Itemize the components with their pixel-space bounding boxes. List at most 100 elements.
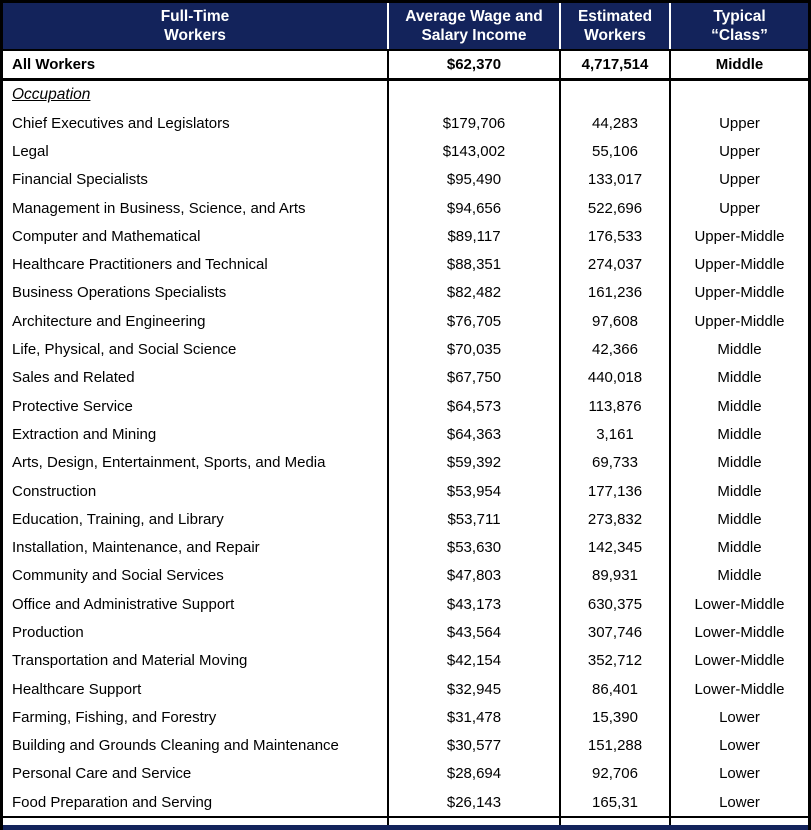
occupation-row: Transportation and Material Moving $42,1…	[3, 646, 808, 675]
all-workers-row: All Workers $62,370 4,717,514 Middle	[3, 50, 808, 81]
class-value: Upper-Middle	[669, 222, 808, 251]
occupation-name: Financial Specialists	[12, 171, 148, 189]
workers-value: 630,375	[559, 590, 670, 619]
workers-value: 133,017	[559, 165, 670, 194]
workers-value: 92,706	[559, 759, 670, 789]
workers-value: 3,161	[559, 420, 670, 449]
workers-value: 440,018	[559, 363, 670, 392]
empty-cell	[387, 816, 560, 826]
wage-value: $31,478	[387, 703, 560, 732]
occupation-name: Legal	[12, 142, 49, 160]
occupation-row: Construction $53,954 177,136 Middle	[3, 476, 808, 506]
wage-value: $43,173	[387, 590, 560, 619]
all-workers-count: 4,717,514	[559, 50, 670, 81]
class-value: Middle	[669, 448, 808, 477]
wage-value: $89,117	[387, 222, 560, 251]
occupation-row: Arts, Design, Entertainment, Sports, and…	[3, 448, 808, 477]
workers-value: 176,533	[559, 222, 670, 251]
occupation-name: Healthcare Support	[12, 680, 142, 698]
class-value: Middle	[669, 420, 808, 449]
all-workers-class: Middle	[669, 50, 808, 81]
occupation-row: Production $43,564 307,746 Lower-Middle	[3, 618, 808, 647]
occupation-row: Healthcare Support $32,945 86,401 Lower-…	[3, 674, 808, 704]
wage-value: $95,490	[387, 165, 560, 194]
class-value: Lower-Middle	[669, 590, 808, 619]
occupation-row: Extraction and Mining $64,363 3,161 Midd…	[3, 420, 808, 449]
table-header: Full-Time Workers Average Wage and Salar…	[3, 3, 808, 51]
occupation-name: Personal Care and Service	[12, 765, 192, 783]
occupation-name: Community and Social Services	[12, 567, 224, 585]
occupation-name: Chief Executives and Legislators	[12, 114, 230, 132]
col-header-fulltime-workers: Full-Time Workers	[3, 3, 388, 51]
occupation-row: Chief Executives and Legislators $179,70…	[3, 109, 808, 138]
workers-value: 69,733	[559, 448, 670, 477]
wage-value: $53,711	[387, 505, 560, 534]
workers-value: 177,136	[559, 476, 670, 506]
empty-cell	[3, 816, 388, 826]
occupation-row: Building and Grounds Cleaning and Mainte…	[3, 731, 808, 760]
occupation-section-row: Occupation	[3, 79, 808, 110]
wage-value: $30,577	[387, 731, 560, 760]
table-footer	[3, 816, 808, 826]
occupation-section-cell: Occupation	[3, 80, 388, 110]
occupation-row: Computer and Mathematical $89,117 176,53…	[3, 222, 808, 251]
occupation-name: Protective Service	[12, 397, 133, 415]
occupation-row: Farming, Fishing, and Forestry $31,478 1…	[3, 703, 808, 732]
wage-value: $179,706	[387, 109, 560, 138]
class-value: Upper	[669, 165, 808, 194]
empty-cell	[559, 79, 670, 109]
occupation-name: Education, Training, and Library	[12, 510, 224, 528]
wage-value: $32,945	[387, 674, 560, 704]
all-workers-label: All Workers	[3, 50, 388, 81]
class-value: Upper-Middle	[669, 307, 808, 336]
next-page-header-cutoff	[3, 825, 808, 830]
class-value: Lower	[669, 731, 808, 760]
class-value: Middle	[669, 363, 808, 392]
occupation-row: Architecture and Engineering $76,705 97,…	[3, 307, 808, 336]
header-row: Full-Time Workers Average Wage and Salar…	[3, 3, 808, 51]
occupation-name: Office and Administrative Support	[12, 595, 235, 613]
wage-value: $42,154	[387, 646, 560, 675]
class-value: Upper	[669, 193, 808, 223]
class-value: Lower-Middle	[669, 674, 808, 704]
class-value: Lower	[669, 703, 808, 732]
wage-value: $59,392	[387, 448, 560, 477]
workers-value: 522,696	[559, 193, 670, 223]
summary-section: All Workers $62,370 4,717,514 Middle Occ…	[3, 50, 808, 109]
wage-value: $76,705	[387, 307, 560, 336]
class-value: Upper	[669, 137, 808, 166]
class-value: Middle	[669, 335, 808, 364]
occupation-name: Business Operations Specialists	[12, 284, 227, 302]
occupation-row: Sales and Related $67,750 440,018 Middle	[3, 363, 808, 392]
occupation-row: Healthcare Practitioners and Technical $…	[3, 250, 808, 279]
occupation-row: Community and Social Services $47,803 89…	[3, 561, 808, 591]
occupation-name: Management in Business, Science, and Art…	[12, 199, 306, 217]
col-header-typical-class: Typical “Class”	[669, 3, 808, 51]
occupation-name: Transportation and Material Moving	[12, 652, 248, 670]
class-value: Middle	[669, 505, 808, 534]
class-value: Upper-Middle	[669, 250, 808, 279]
occupation-name: Healthcare Practitioners and Technical	[12, 256, 268, 274]
workers-value: 161,236	[559, 278, 670, 308]
occupation-name: Food Preparation and Serving	[12, 793, 213, 811]
workers-value: 86,401	[559, 674, 670, 704]
wage-value: $70,035	[387, 335, 560, 364]
occupation-name: Sales and Related	[12, 369, 135, 387]
occupation-name: Production	[12, 623, 84, 641]
wage-value: $53,630	[387, 533, 560, 562]
occupation-section-label: Occupation	[12, 86, 91, 103]
workers-value: 273,832	[559, 505, 670, 534]
fulltime-workers-table: Full-Time Workers Average Wage and Salar…	[3, 3, 808, 826]
cutoff-row	[3, 816, 808, 826]
occupation-row: Protective Service $64,573 113,876 Middl…	[3, 391, 808, 421]
class-value: Middle	[669, 533, 808, 562]
empty-cell	[559, 816, 670, 826]
occupation-row: Financial Specialists $95,490 133,017 Up…	[3, 165, 808, 194]
wage-value: $143,002	[387, 137, 560, 166]
occupation-name: Building and Grounds Cleaning and Mainte…	[12, 737, 339, 755]
workers-value: 89,931	[559, 561, 670, 591]
occupation-row: Office and Administrative Support $43,17…	[3, 590, 808, 619]
occupation-row: Food Preparation and Serving $26,143 165…	[3, 788, 808, 818]
workers-value: 142,345	[559, 533, 670, 562]
